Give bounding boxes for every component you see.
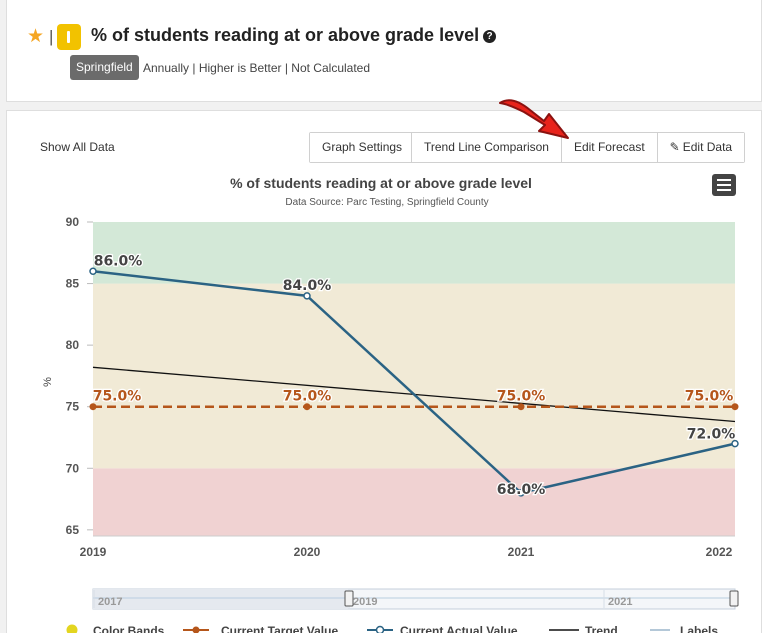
edit-data-button[interactable]: ✎ Edit Data <box>657 133 745 162</box>
target-point-2021 <box>517 403 525 411</box>
x-tick-label-2022: 2022 <box>706 545 733 559</box>
y-tick-label-85: 85 <box>66 277 80 291</box>
navigator-handle-1[interactable] <box>729 590 739 607</box>
target-point-2019 <box>89 403 97 411</box>
target-data-label-2022: 75.0% <box>685 389 734 405</box>
actual-data-label-2021: 68.0% <box>497 482 546 498</box>
actual-point-2021 <box>517 489 525 497</box>
page-title-text: % of students reading at or above grade … <box>91 25 480 45</box>
y-tick-label-75: 75 <box>66 400 80 414</box>
y-tick-label-80: 80 <box>66 338 80 352</box>
legend-item-3[interactable]: Trend <box>585 624 618 633</box>
chart-toolbar: Graph Settings Trend Line Comparison Edi… <box>309 132 746 163</box>
target-point-2020 <box>303 403 311 411</box>
x-tick-label-2021: 2021 <box>508 545 535 559</box>
edit-forecast-button[interactable]: Edit Forecast <box>561 133 658 162</box>
target-data-label-2021: 75.0% <box>497 389 546 405</box>
page-title: % of students reading at or above grade … <box>91 25 497 46</box>
chart-source: Data Source: Parc Testing, Springfield C… <box>285 197 489 208</box>
measure-subtitle: Annually | Higher is Better | Not Calcul… <box>143 61 371 75</box>
navigator-label-2019: 2019 <box>353 596 377 608</box>
actual-data-label-2019: 86.0% <box>94 253 143 269</box>
kpi-badge-icon <box>57 24 81 50</box>
star-icon[interactable]: ★ <box>27 26 45 47</box>
x-tick-label-2019: 2019 <box>80 545 107 559</box>
color-band-0 <box>93 468 735 536</box>
navigator-handle-0[interactable] <box>344 590 354 607</box>
target-point-2022 <box>731 403 739 411</box>
legend-symbol-actual-dot <box>375 625 385 633</box>
y-tick-label-70: 70 <box>66 461 80 475</box>
actual-point-2022 <box>731 439 739 448</box>
header-card: ★ | % of students reading at or above gr… <box>6 0 762 102</box>
legend-symbol-color-bands <box>66 624 78 633</box>
chart-title: % of students reading at or above grade … <box>230 175 532 191</box>
navigator-label-2017: 2017 <box>98 596 122 608</box>
graph-settings-button[interactable]: Graph Settings <box>310 133 412 162</box>
y-tick-label-65: 65 <box>66 523 80 537</box>
trend-line-comparison-button[interactable]: Trend Line Comparison <box>412 133 562 162</box>
actual-point-2020 <box>303 292 311 300</box>
actual-data-label-2020: 84.0% <box>283 278 332 294</box>
navigator-label-2021: 2021 <box>608 596 632 608</box>
location-tag[interactable]: Springfield <box>70 55 139 80</box>
y-axis-label: % <box>42 377 54 387</box>
y-tick-label-90: 90 <box>66 215 80 229</box>
pencil-icon: ✎ <box>669 140 680 154</box>
x-tick-label-2020: 2020 <box>294 545 321 559</box>
show-all-data-link[interactable]: Show All Data <box>40 140 115 154</box>
target-data-label-2020: 75.0% <box>283 389 332 405</box>
navigator-masked-range <box>93 589 348 609</box>
target-data-label-2019: 75.0% <box>93 389 142 405</box>
legend-item-4[interactable]: Labels <box>680 624 718 633</box>
separator: | <box>49 27 54 46</box>
help-icon[interactable]: ? <box>483 30 497 43</box>
actual-series-line <box>92 270 736 495</box>
actual-point-2019 <box>89 267 97 276</box>
legend-item-1[interactable]: Current Target Value <box>221 624 338 633</box>
color-band-2 <box>93 222 735 284</box>
chart-menu-icon[interactable] <box>712 174 736 196</box>
legend-item-2[interactable]: Current Actual Value <box>400 624 518 633</box>
edit-data-label: Edit Data <box>682 140 733 154</box>
legend-item-0[interactable]: Color Bands <box>93 624 165 633</box>
actual-data-label-2022: 72.0% <box>687 427 736 443</box>
legend-symbol-target-dot <box>192 626 200 633</box>
